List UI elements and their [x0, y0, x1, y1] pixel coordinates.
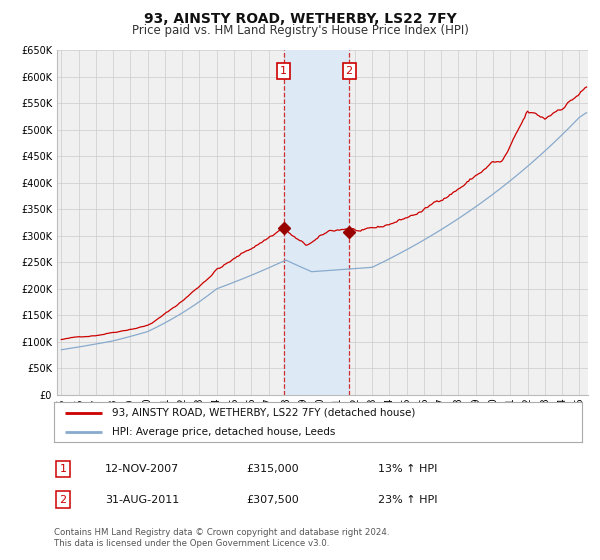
Text: HPI: Average price, detached house, Leeds: HPI: Average price, detached house, Leed… — [112, 427, 335, 437]
Text: 93, AINSTY ROAD, WETHERBY, LS22 7FY: 93, AINSTY ROAD, WETHERBY, LS22 7FY — [143, 12, 457, 26]
Text: 1: 1 — [59, 464, 67, 474]
Text: £315,000: £315,000 — [246, 464, 299, 474]
Text: 31-AUG-2011: 31-AUG-2011 — [105, 494, 179, 505]
Text: 12-NOV-2007: 12-NOV-2007 — [105, 464, 179, 474]
Text: £307,500: £307,500 — [246, 494, 299, 505]
Text: 2: 2 — [346, 66, 353, 76]
Text: 23% ↑ HPI: 23% ↑ HPI — [378, 494, 437, 505]
Text: Contains HM Land Registry data © Crown copyright and database right 2024.: Contains HM Land Registry data © Crown c… — [54, 528, 389, 536]
Bar — [284, 50, 349, 395]
Text: 2: 2 — [59, 494, 67, 505]
Text: This data is licensed under the Open Government Licence v3.0.: This data is licensed under the Open Gov… — [54, 539, 329, 548]
Text: 93, AINSTY ROAD, WETHERBY, LS22 7FY (detached house): 93, AINSTY ROAD, WETHERBY, LS22 7FY (det… — [112, 408, 415, 418]
Text: 1: 1 — [280, 66, 287, 76]
Text: Price paid vs. HM Land Registry's House Price Index (HPI): Price paid vs. HM Land Registry's House … — [131, 24, 469, 37]
Text: 13% ↑ HPI: 13% ↑ HPI — [378, 464, 437, 474]
